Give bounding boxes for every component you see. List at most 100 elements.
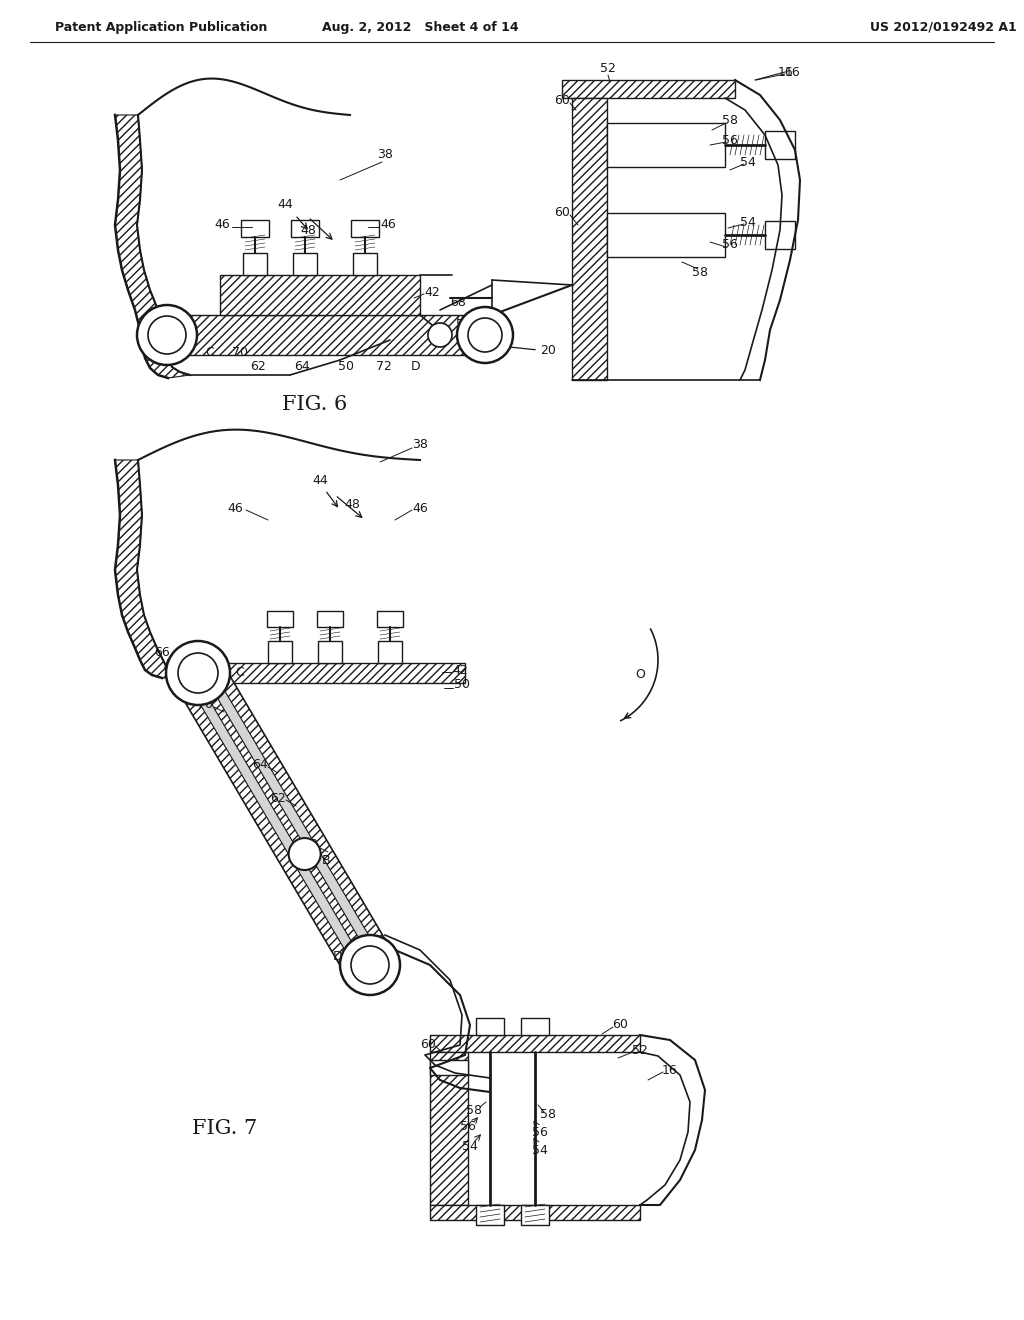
Text: 16: 16 — [778, 66, 794, 78]
Polygon shape — [195, 663, 465, 682]
Text: C: C — [236, 665, 245, 678]
Text: 44: 44 — [312, 474, 328, 487]
Text: 54: 54 — [740, 156, 756, 169]
Text: B: B — [456, 314, 464, 326]
Polygon shape — [318, 642, 342, 663]
Text: 52: 52 — [632, 1044, 648, 1056]
Polygon shape — [268, 642, 292, 663]
Text: 58: 58 — [692, 265, 708, 279]
Text: 58: 58 — [540, 1109, 556, 1122]
Text: 38: 38 — [377, 149, 393, 161]
Text: 16: 16 — [785, 66, 801, 78]
Text: 50: 50 — [338, 360, 354, 374]
Text: D: D — [412, 360, 421, 374]
Text: 44: 44 — [278, 198, 293, 211]
Text: Aug. 2, 2012   Sheet 4 of 14: Aug. 2, 2012 Sheet 4 of 14 — [322, 21, 518, 33]
Polygon shape — [267, 611, 293, 627]
Text: 56: 56 — [722, 239, 738, 252]
Polygon shape — [521, 1018, 549, 1035]
Text: 58: 58 — [466, 1104, 482, 1117]
Circle shape — [428, 323, 452, 347]
Text: 56: 56 — [460, 1121, 476, 1134]
Text: 50: 50 — [454, 678, 470, 692]
Polygon shape — [186, 675, 367, 972]
Text: D: D — [333, 950, 343, 964]
Text: 72: 72 — [340, 966, 356, 979]
Polygon shape — [562, 81, 735, 98]
Polygon shape — [521, 1205, 549, 1225]
Text: 52: 52 — [600, 62, 616, 74]
Polygon shape — [115, 115, 190, 378]
Polygon shape — [115, 459, 185, 678]
Text: FIG. 6: FIG. 6 — [283, 396, 347, 414]
Text: 46: 46 — [412, 502, 428, 515]
Polygon shape — [765, 220, 795, 249]
Text: 38: 38 — [412, 438, 428, 451]
Polygon shape — [291, 220, 319, 238]
Text: 46: 46 — [380, 219, 396, 231]
Text: 46: 46 — [227, 502, 243, 515]
Polygon shape — [430, 1035, 640, 1052]
Circle shape — [457, 308, 513, 363]
Text: 20: 20 — [540, 345, 556, 358]
Text: FIG. 7: FIG. 7 — [193, 1118, 258, 1138]
Text: 56: 56 — [722, 133, 738, 147]
Text: 54: 54 — [740, 215, 756, 228]
Text: 58: 58 — [722, 114, 738, 127]
Text: B: B — [322, 854, 331, 866]
Text: A: A — [164, 659, 172, 672]
Text: O: O — [635, 668, 645, 681]
Polygon shape — [317, 611, 343, 627]
Polygon shape — [430, 1060, 468, 1074]
Polygon shape — [175, 660, 392, 978]
Polygon shape — [765, 131, 795, 158]
Text: 72: 72 — [376, 360, 392, 374]
Circle shape — [137, 305, 197, 366]
Circle shape — [340, 935, 400, 995]
Text: US 2012/0192492 A1: US 2012/0192492 A1 — [870, 21, 1017, 33]
Text: 68: 68 — [302, 838, 317, 851]
Text: 16: 16 — [663, 1064, 678, 1077]
Polygon shape — [378, 642, 402, 663]
Text: 42: 42 — [424, 285, 440, 298]
Text: C: C — [206, 346, 214, 359]
Polygon shape — [377, 611, 403, 627]
Text: 60: 60 — [554, 94, 570, 107]
Text: 64: 64 — [294, 360, 310, 374]
Text: 56: 56 — [532, 1126, 548, 1138]
Polygon shape — [241, 220, 269, 238]
Polygon shape — [572, 98, 607, 380]
Text: 48: 48 — [300, 223, 316, 236]
Text: 60: 60 — [554, 206, 570, 219]
Polygon shape — [476, 1018, 504, 1035]
Polygon shape — [165, 315, 490, 355]
Circle shape — [166, 642, 230, 705]
Text: 64: 64 — [252, 759, 268, 771]
Text: 66: 66 — [137, 338, 153, 351]
Text: 68: 68 — [451, 296, 466, 309]
Polygon shape — [430, 1052, 468, 1205]
Text: 70: 70 — [197, 698, 213, 711]
Text: 70: 70 — [232, 346, 248, 359]
Text: 46: 46 — [214, 219, 229, 231]
Text: 48: 48 — [344, 499, 360, 511]
Polygon shape — [243, 253, 267, 275]
Polygon shape — [293, 253, 317, 275]
Polygon shape — [607, 123, 725, 168]
Text: Patent Application Publication: Patent Application Publication — [55, 21, 267, 33]
Text: 62: 62 — [250, 360, 266, 374]
Polygon shape — [202, 665, 382, 964]
Polygon shape — [476, 1205, 504, 1225]
Polygon shape — [430, 1205, 640, 1220]
Polygon shape — [607, 213, 725, 257]
Text: 66: 66 — [155, 645, 170, 659]
Text: 54: 54 — [532, 1143, 548, 1156]
Text: A: A — [140, 314, 150, 326]
Polygon shape — [220, 275, 420, 315]
Text: 62: 62 — [270, 792, 286, 804]
Text: 42: 42 — [453, 664, 468, 676]
Text: 60: 60 — [612, 1019, 628, 1031]
Circle shape — [289, 838, 321, 870]
Text: 54: 54 — [462, 1140, 478, 1154]
Polygon shape — [351, 220, 379, 238]
